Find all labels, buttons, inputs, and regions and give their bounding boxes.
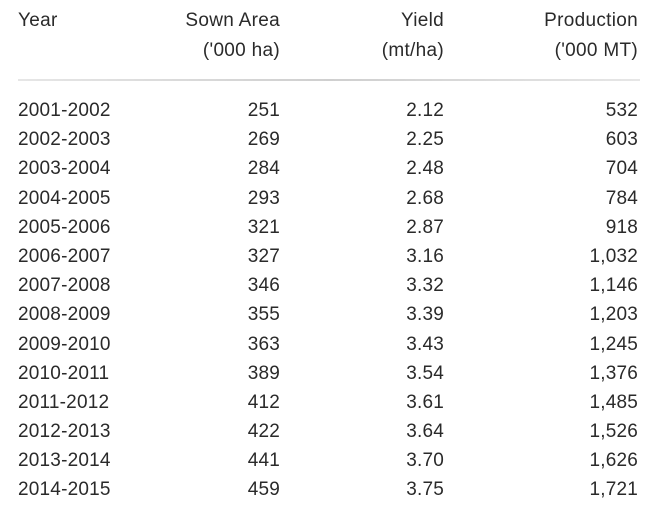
cell-sown-area: 321 <box>247 216 280 238</box>
cell-sown-area: 459 <box>247 479 280 501</box>
header-yield: Yield (mt/ha) <box>382 6 444 66</box>
table-row: 2010-2011 389 3.54 1,376 <box>0 359 654 388</box>
table-row: 2007-2008 346 3.32 1,146 <box>0 271 654 300</box>
cell-production: 1,526 <box>589 421 638 443</box>
cell-production: 1,203 <box>589 304 638 326</box>
header-yield-label: Yield <box>400 10 444 31</box>
header-production: Production ('000 MT) <box>544 6 638 66</box>
header-sown-area-unit: ('000 ha) <box>202 40 280 61</box>
header-sown-area: Sown Area ('000 ha) <box>185 6 280 66</box>
header-divider <box>18 79 640 81</box>
table-header: Year Sown Area ('000 ha) Yield (mt/ha) P… <box>0 0 654 80</box>
cell-year: 2007-2008 <box>18 275 111 297</box>
cell-sown-area: 355 <box>247 304 280 326</box>
cell-production: 1,032 <box>589 245 638 267</box>
cell-sown-area: 251 <box>247 100 280 121</box>
cell-yield: 3.75 <box>406 479 444 501</box>
table-row: 2006-2007 327 3.16 1,032 <box>0 242 654 271</box>
cell-sown-area: 412 <box>247 391 280 413</box>
table-row: 2002-2003 269 2.25 603 <box>0 125 654 154</box>
header-production-label: Production <box>544 10 638 31</box>
header-sown-area-label: Sown Area <box>185 10 280 31</box>
cell-yield: 2.12 <box>406 100 444 121</box>
cell-yield: 3.70 <box>406 450 444 472</box>
cell-year: 2008-2009 <box>18 304 111 326</box>
cell-yield: 3.39 <box>406 304 444 326</box>
cell-year: 2006-2007 <box>18 245 111 267</box>
cell-yield: 2.25 <box>406 129 444 151</box>
table-row: 2004-2005 293 2.68 784 <box>0 184 654 213</box>
table-row: 2013-2014 441 3.70 1,626 <box>0 446 654 475</box>
cell-sown-area: 389 <box>247 362 280 384</box>
table-row: 2003-2004 284 2.48 704 <box>0 154 654 183</box>
cell-sown-area: 441 <box>247 450 280 472</box>
cell-production: 1,721 <box>589 479 638 501</box>
cell-yield: 3.43 <box>406 333 444 355</box>
cell-sown-area: 284 <box>247 158 280 180</box>
cell-yield: 3.61 <box>406 391 444 413</box>
cell-year: 2005-2006 <box>18 216 111 238</box>
cell-sown-area: 363 <box>247 333 280 355</box>
cell-year: 2003-2004 <box>18 158 111 180</box>
cell-sown-area: 327 <box>247 245 280 267</box>
header-production-unit: ('000 MT) <box>554 40 638 61</box>
cell-production: 1,626 <box>589 450 638 472</box>
cell-year: 2001-2002 <box>18 100 111 121</box>
cell-yield: 2.48 <box>406 158 444 180</box>
cell-year: 2002-2003 <box>18 129 111 151</box>
table-row: 2014-2015 459 3.75 1,721 <box>0 475 654 504</box>
header-year: Year <box>18 6 58 36</box>
cell-year: 2011-2012 <box>18 391 110 413</box>
cell-sown-area: 269 <box>247 129 280 151</box>
cell-production: 918 <box>605 216 638 238</box>
cell-production: 603 <box>605 129 638 151</box>
table-row: 2011-2012 412 3.61 1,485 <box>0 388 654 417</box>
table-row: 2001-2002 251 2.12 532 <box>0 96 654 125</box>
cell-production: 1,245 <box>589 333 638 355</box>
table-row: 2008-2009 355 3.39 1,203 <box>0 300 654 329</box>
cell-yield: 3.16 <box>406 245 444 267</box>
cell-production: 1,146 <box>589 275 638 297</box>
cell-year: 2014-2015 <box>18 479 111 501</box>
cell-yield: 3.54 <box>406 362 444 384</box>
cell-production: 532 <box>605 100 638 121</box>
cell-sown-area: 422 <box>247 421 280 443</box>
cell-yield: 2.68 <box>406 187 444 209</box>
table-body: 2001-2002 251 2.12 532 2002-2003 269 2.25 603 20… <box>0 96 654 505</box>
table-row: 2012-2013 422 3.64 1,526 <box>0 417 654 446</box>
cell-production: 704 <box>605 158 638 180</box>
cell-year: 2004-2005 <box>18 187 111 209</box>
cell-year: 2012-2013 <box>18 421 111 443</box>
cell-sown-area: 346 <box>247 275 280 297</box>
cell-yield: 2.87 <box>406 216 444 238</box>
table-row: 2005-2006 321 2.87 918 <box>0 213 654 242</box>
cell-yield: 3.64 <box>406 421 444 443</box>
cell-production: 784 <box>605 187 638 209</box>
cell-production: 1,485 <box>589 391 638 413</box>
header-year-label: Year <box>18 10 58 31</box>
cell-year: 2013-2014 <box>18 450 111 472</box>
cell-production: 1,376 <box>589 362 638 384</box>
cell-year: 2009-2010 <box>18 333 111 355</box>
cell-sown-area: 293 <box>247 187 280 209</box>
cell-year: 2010-2011 <box>18 362 110 384</box>
table-row: 2009-2010 363 3.43 1,245 <box>0 330 654 359</box>
cell-yield: 3.32 <box>406 275 444 297</box>
header-yield-unit: (mt/ha) <box>381 40 444 61</box>
